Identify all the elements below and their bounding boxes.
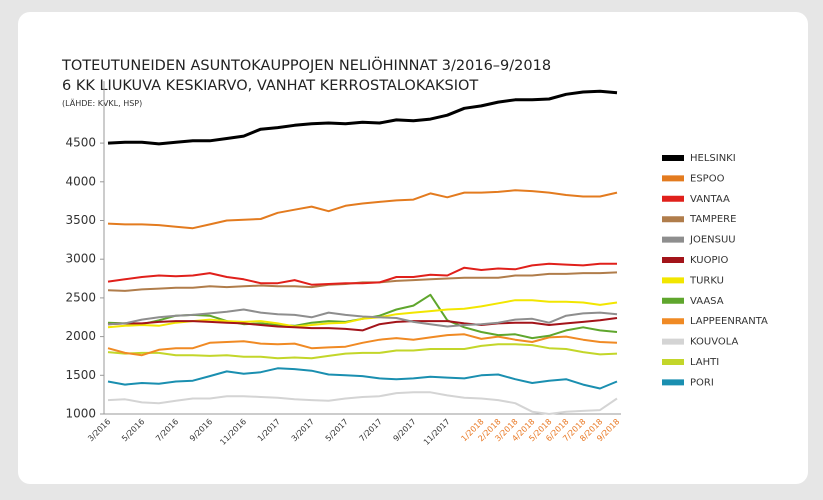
legend-label: HELSINKI (690, 153, 736, 164)
legend-label: KOUVOLA (690, 337, 739, 348)
series-line (107, 308, 618, 328)
series-line (107, 367, 618, 390)
series-line (107, 343, 618, 360)
legend-label: VAASA (690, 296, 724, 307)
y-tick-label: 3500 (65, 213, 96, 227)
chart-subtitle: 6 KK LIUKUVA KESKIARVO, VANHAT KERROSTAL… (62, 78, 478, 94)
card (18, 12, 808, 484)
legend-label: TURKU (689, 275, 724, 286)
series-line (107, 317, 618, 332)
y-tick-label: 2500 (65, 290, 96, 304)
y-tick-label: 3000 (65, 252, 96, 266)
chart-title: TOTEUTUNEIDEN ASUNTOKAUPPOJEN NELIÖHINNA… (61, 56, 551, 74)
y-tick-label: 4000 (65, 174, 96, 188)
legend-label: LAPPEENRANTA (690, 316, 768, 327)
chart-source: (LÄHDE: KVKL, HSP) (62, 98, 142, 108)
legend-label: TAMPERE (689, 214, 736, 225)
y-tick-label: 4500 (65, 136, 96, 150)
series-line (107, 333, 618, 357)
series-line (107, 391, 618, 415)
legend-label: KUOPIO (690, 255, 728, 266)
y-tick-label: 2000 (65, 329, 96, 343)
legend-label: PORI (690, 377, 714, 388)
legend-label: ESPOO (690, 173, 725, 184)
series-line (107, 89, 618, 146)
y-tick-label: 1000 (65, 407, 96, 421)
series-line (107, 189, 618, 230)
series-line (107, 262, 617, 286)
legend-label: VANTAA (690, 194, 730, 205)
y-tick-label: 1500 (65, 368, 96, 382)
legend-label: JOENSUU (689, 235, 736, 246)
legend-label: LAHTI (690, 357, 719, 368)
